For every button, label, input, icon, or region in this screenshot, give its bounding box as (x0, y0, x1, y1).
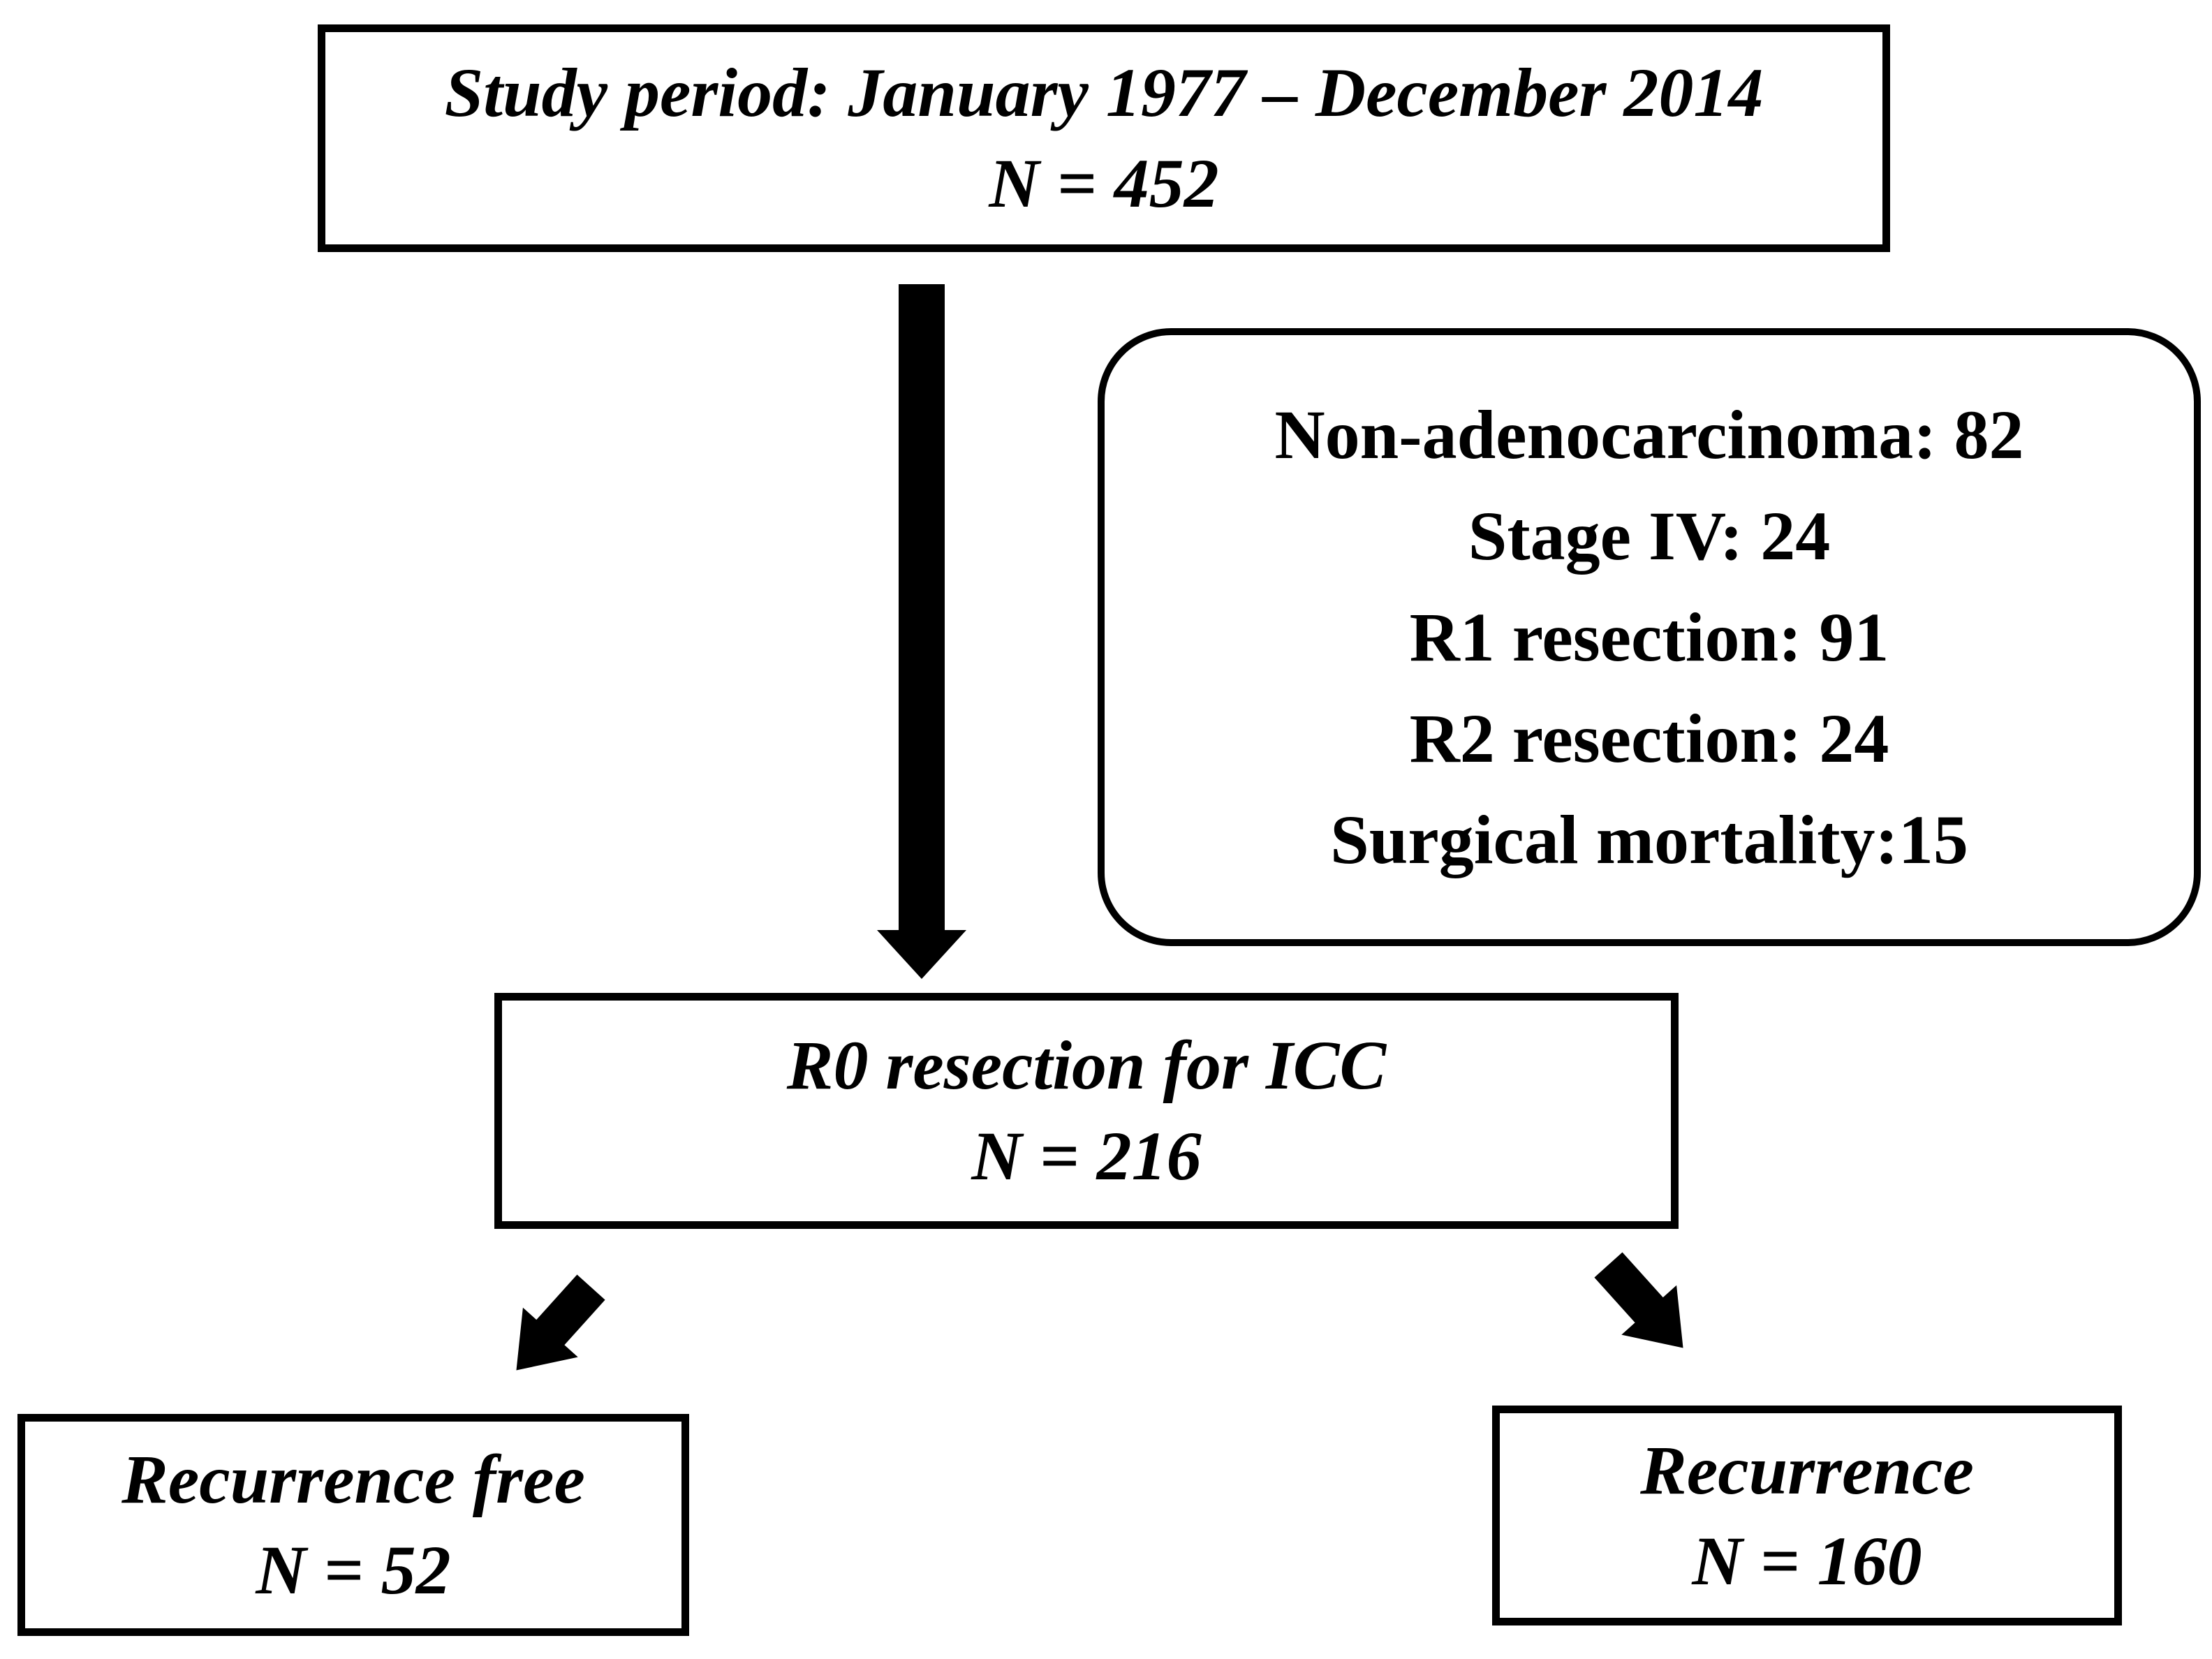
exclusion-line: Non-adenocarcinoma: 82 (1274, 396, 2024, 473)
down-right-arrow-icon (1572, 1233, 1719, 1380)
r0-resection-box: R0 resection for ICC N = 216 (494, 993, 1679, 1229)
exclusion-line: R1 resection: 91 (1409, 598, 1889, 676)
exclusion-line: Stage IV: 24 (1468, 497, 1831, 575)
r0-resection-line: R0 resection for ICC (786, 1026, 1387, 1104)
study-period-box: Study period: January 1977 – December 20… (318, 24, 1890, 252)
study-period-line: Study period: January 1977 – December 20… (444, 54, 1764, 131)
exclusion-line: R2 resection: 24 (1409, 700, 1889, 777)
exclusion-criteria-box: Non-adenocarcinoma: 82 Stage IV: 24 R1 r… (1098, 328, 2201, 946)
recurrence-free-count: N = 52 (256, 1531, 451, 1609)
recurrence-count: N = 160 (1692, 1521, 1922, 1600)
r0-resection-count: N = 216 (971, 1117, 1202, 1195)
recurrence-free-box: Recurrence free N = 52 (17, 1414, 689, 1636)
study-period-count: N = 452 (989, 145, 1219, 222)
recurrence-box: Recurrence N = 160 (1492, 1406, 2122, 1625)
recurrence-line: Recurrence (1640, 1431, 1974, 1509)
down-arrow-icon (877, 284, 966, 979)
exclusion-line: Surgical mortality:15 (1330, 801, 1968, 878)
down-left-arrow-icon (480, 1255, 627, 1402)
recurrence-free-line: Recurrence free (121, 1440, 585, 1518)
